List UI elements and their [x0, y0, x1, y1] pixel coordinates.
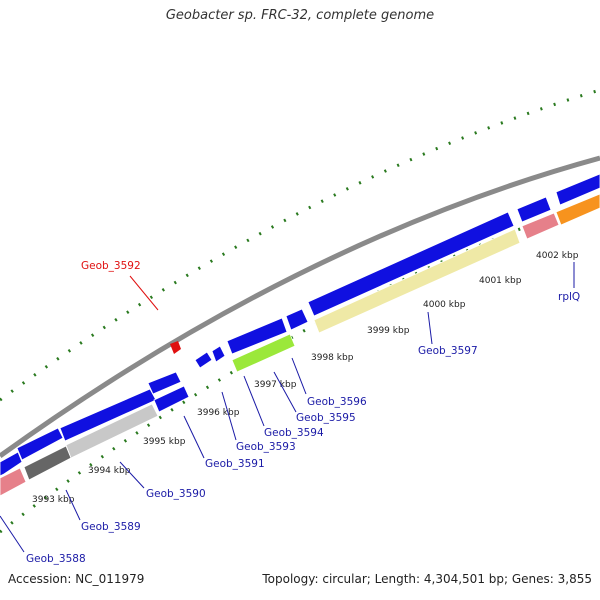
gene-block-pink	[521, 212, 560, 240]
genome-summary-text: Topology: circular; Length: 4,304,501 bp…	[262, 572, 592, 586]
gene-block	[211, 345, 226, 363]
inner-scale-ring	[0, 198, 600, 534]
label-leader-line	[243, 375, 265, 427]
gene-block-orange	[555, 193, 600, 226]
gene-block	[16, 427, 64, 461]
label-leader-line	[291, 357, 307, 395]
label-leader-line	[119, 461, 145, 489]
gene-label: Geob_3596	[307, 396, 367, 408]
kbp-label: 3994 kbp	[88, 466, 131, 476]
gene-block-light-gray	[65, 403, 159, 459]
outer-scale-ring	[0, 88, 600, 402]
label-leader-line	[427, 311, 433, 345]
gene-block	[307, 211, 515, 317]
kbp-label: 3995 kbp	[143, 437, 186, 447]
gene-block	[516, 196, 552, 223]
kbp-label: 3996 kbp	[197, 408, 240, 418]
gene-block	[555, 173, 600, 206]
gene-block-pink	[0, 467, 27, 497]
gene-block-khaki	[313, 228, 521, 334]
kbp-labels: 3993 kbp 3994 kbp 3995 kbp 3996 kbp 3997 kbp…	[32, 251, 579, 505]
kbp-label: 4002 kbp	[536, 251, 579, 261]
label-leader-line	[129, 275, 159, 311]
gene-label: Geob_3594	[264, 427, 324, 439]
kbp-label: 3998 kbp	[311, 353, 354, 363]
genome-backbone	[0, 155, 600, 459]
gene-labels: Geob_3588 Geob_3589 Geob_3590 Geob_3591 Geob…	[0, 260, 580, 565]
map-title: Geobacter sp. FRC-32, complete genome	[165, 8, 435, 23]
label-leader-line	[0, 515, 25, 553]
label-leader-line	[183, 415, 205, 459]
kbp-label: 4001 kbp	[479, 276, 522, 286]
gene-label: Geob_3597	[418, 345, 478, 357]
gene-block	[147, 371, 182, 395]
gene-label: Geob_3590	[146, 488, 206, 500]
kbp-label: 3999 kbp	[367, 326, 410, 336]
gene-block	[0, 451, 23, 477]
gene-features	[0, 173, 600, 497]
gene-label: Geob_3592	[81, 260, 141, 272]
gene-block	[226, 317, 288, 355]
label-leader-line	[273, 371, 297, 413]
gene-label: Geob_3589	[81, 521, 141, 533]
gene-block	[194, 351, 213, 369]
geob-3592-marker	[170, 341, 181, 354]
label-leader-line	[65, 489, 81, 521]
gene-label: Geob_3593	[236, 441, 296, 453]
label-leader-line	[221, 391, 237, 441]
kbp-label: 4000 kbp	[423, 300, 466, 310]
gene-label: Geob_3595	[296, 412, 356, 424]
gene-label: Geob_3591	[205, 458, 265, 470]
gene-label: rplQ	[558, 291, 580, 303]
gene-block	[285, 308, 309, 331]
accession-text: Accession: NC_011979	[8, 572, 145, 586]
kbp-label: 3997 kbp	[254, 380, 297, 390]
kbp-label: 3993 kbp	[32, 495, 75, 505]
gene-block-lime	[231, 333, 296, 373]
gene-label: Geob_3588	[26, 553, 86, 565]
gene-block	[153, 385, 190, 413]
